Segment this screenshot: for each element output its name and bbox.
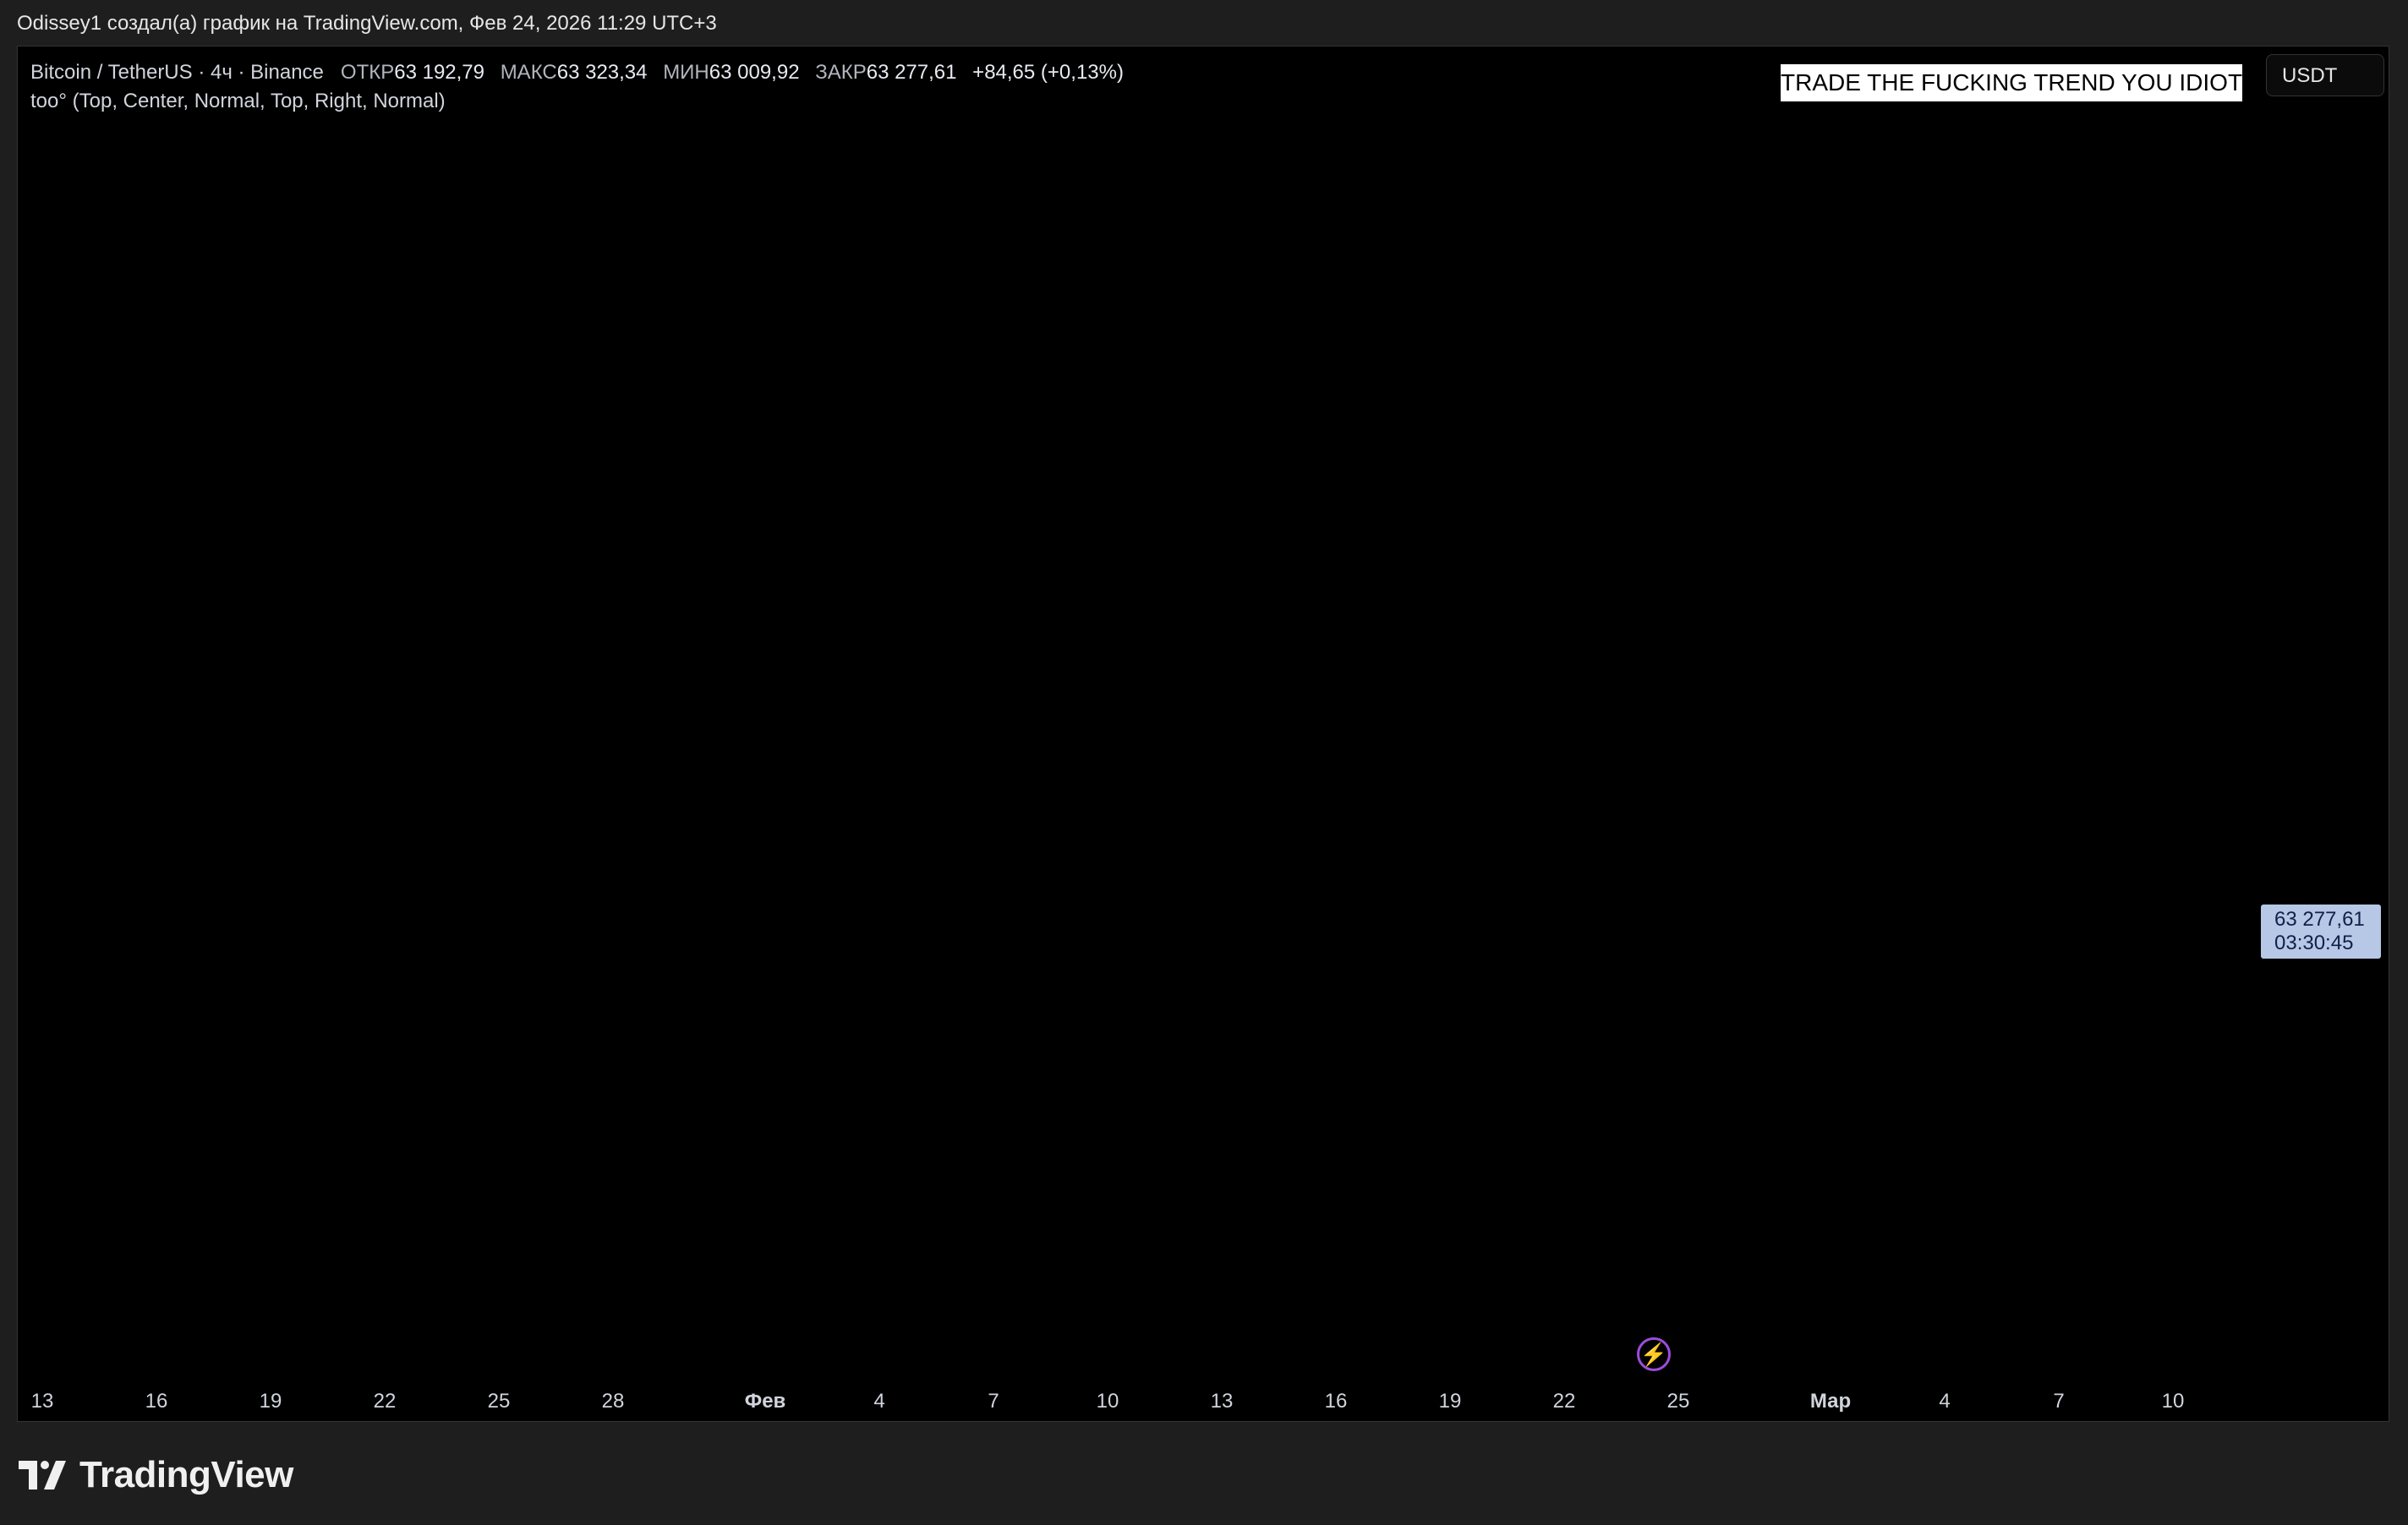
low-label: МИН [663, 61, 709, 84]
x-tick-label: 7 [2053, 1390, 2064, 1413]
open-label: ОТКР [340, 61, 395, 84]
x-tick-label: 25 [488, 1390, 511, 1413]
x-tick-label: 28 [602, 1390, 625, 1413]
x-tick-label: 22 [1553, 1390, 1576, 1413]
x-tick-label: Мар [1810, 1390, 1851, 1413]
x-tick-label: Фев [745, 1390, 786, 1413]
bar-countdown: 03:30:45 [2274, 932, 2354, 954]
x-tick-label: 4 [1939, 1390, 1950, 1413]
time-axis: 13 16 19 22 25 28 Фев 4 7 10 13 16 19 22 25 Мар 4 7 10 [31, 1390, 2185, 1413]
x-tick-label: 19 [1439, 1390, 1462, 1413]
text-note[interactable]: TRADE THE FUCKING TREND YOU IDIOT [1781, 64, 2242, 101]
x-tick-label: 19 [260, 1390, 282, 1413]
high-label: МАКС [500, 61, 557, 84]
x-tick-label: 13 [31, 1390, 54, 1413]
attribution-text: Odissey1 создал(а) график на TradingView… [17, 12, 717, 35]
last-price-tag: 63 277,61 03:30:45 [2261, 905, 2381, 959]
close-label: ЗАКР [815, 61, 867, 84]
symbol-name[interactable]: Bitcoin / TetherUS · 4ч · Binance [30, 61, 324, 84]
lightning-icon[interactable]: ⚡ [1637, 1337, 1671, 1371]
close-value: 63 277,61 [866, 61, 957, 84]
x-tick-label: 16 [1325, 1390, 1348, 1413]
change-value: +84,65 (+0,13%) [972, 61, 1124, 84]
last-price-value: 63 277,61 [2274, 908, 2365, 931]
tradingview-mark-icon [19, 1461, 66, 1489]
low-value: 63 009,92 [709, 61, 800, 84]
brand-name: TradingView [79, 1454, 293, 1495]
x-tick-label: 13 [1211, 1390, 1234, 1413]
x-tick-label: 10 [1097, 1390, 1119, 1413]
chart-panel[interactable] [17, 46, 2389, 1422]
header-bar: Odissey1 создал(а) график на TradingView… [0, 0, 2408, 47]
x-tick-label: 7 [988, 1390, 999, 1413]
open-value: 63 192,79 [394, 61, 485, 84]
x-tick-label: 4 [873, 1390, 884, 1413]
x-tick-label: 10 [2162, 1390, 2185, 1413]
x-tick-label: 16 [145, 1390, 168, 1413]
tradingview-logo: TradingView [19, 1454, 293, 1496]
chart-canvas[interactable]: 82 000,0080 000,0078 000,0076 000,0074 0… [0, 0, 2408, 1437]
high-value: 63 323,34 [556, 61, 648, 84]
x-tick-label: 25 [1667, 1390, 1690, 1413]
indicator-legend[interactable]: too° (Top, Center, Normal, Top, Right, N… [30, 90, 446, 112]
x-tick-label: 22 [374, 1390, 397, 1413]
symbol-legend: Bitcoin / TetherUS · 4ч · Binance ОТКР63… [30, 61, 1124, 85]
currency-button[interactable]: USDT [2266, 54, 2384, 96]
